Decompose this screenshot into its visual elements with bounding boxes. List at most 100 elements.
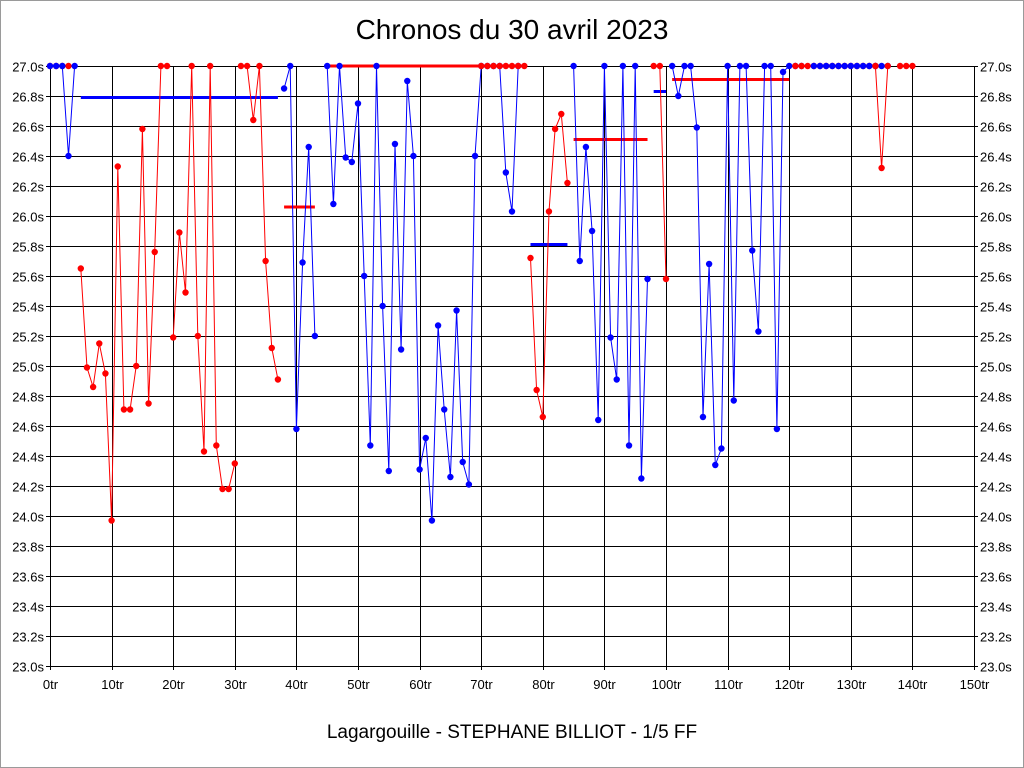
blue-data-point <box>595 416 602 424</box>
blue-data-point <box>502 169 510 176</box>
y-tick-label-left: 23.6s <box>12 570 44 585</box>
red-data-point <box>496 62 503 70</box>
y-tick-label-left: 24.0s <box>12 510 44 525</box>
x-tick-label: 90tr <box>593 677 616 692</box>
y-tick-label-left: 26.2s <box>12 180 44 195</box>
red-data-point <box>151 248 158 256</box>
y-tick-label-left: 23.0s <box>12 660 44 675</box>
blue-data-point <box>385 467 392 475</box>
y-tick-label-right: 24.4s <box>980 450 1012 465</box>
y-tick-label-right: 23.2s <box>980 630 1012 645</box>
blue-data-point <box>730 397 737 404</box>
blue-data-point <box>465 481 473 488</box>
x-tick-label: 80tr <box>532 677 555 692</box>
red-data-point <box>539 413 546 421</box>
red-data-point <box>170 334 177 341</box>
y-tick-label-right: 26.4s <box>980 150 1012 165</box>
x-tick-label: 70tr <box>470 677 493 692</box>
red-series-line <box>653 65 667 280</box>
blue-data-point <box>742 62 750 70</box>
blue-data-point <box>773 425 781 433</box>
blue-series-line <box>283 65 316 430</box>
blue-data-point <box>471 152 479 160</box>
red-data-point <box>145 400 152 407</box>
y-tick-label-right: 26.0s <box>980 210 1012 225</box>
blue-data-point <box>761 62 768 70</box>
red-data-point <box>798 62 805 70</box>
blue-data-point <box>305 143 312 151</box>
red-data-point <box>250 116 257 124</box>
red-data-point <box>194 332 202 340</box>
y-tick-label-left: 24.8s <box>12 390 44 405</box>
y-tick-label-right: 23.6s <box>980 570 1012 585</box>
y-tick-label-right: 26.6s <box>980 120 1012 135</box>
red-data-point <box>89 383 97 391</box>
red-data-point <box>884 62 891 70</box>
blue-data-point <box>287 62 294 70</box>
blue-data-point <box>699 413 707 421</box>
blue-data-point <box>570 62 577 70</box>
blue-data-point <box>687 62 694 70</box>
blue-data-point <box>822 62 830 70</box>
blue-data-point <box>441 406 448 413</box>
red-data-point <box>650 62 657 70</box>
blue-data-point <box>705 260 713 268</box>
blue-data-point <box>422 434 429 442</box>
blue-data-point <box>330 200 337 208</box>
red-data-point <box>262 257 269 265</box>
red-data-point <box>514 62 522 70</box>
red-data-point <box>108 517 115 524</box>
blue-data-point <box>367 442 374 449</box>
chart-subtitle: Lagargouille - STEPHANE BILLIOT - 1/5 FF <box>326 722 698 743</box>
blue-data-point <box>835 62 842 70</box>
red-series-line <box>80 65 167 521</box>
y-tick-label-right: 23.0s <box>980 660 1012 675</box>
blue-series-line <box>326 65 519 521</box>
x-tick-label: 100tr <box>652 677 682 692</box>
blue-data-point <box>453 307 460 314</box>
y-tick-label-left: 23.8s <box>12 540 44 555</box>
blue-data-point <box>459 458 466 466</box>
blue-data-point <box>755 328 762 335</box>
y-tick-label-right: 23.4s <box>980 600 1012 615</box>
red-data-point <box>243 62 251 70</box>
x-tick-label: 20tr <box>162 677 185 692</box>
blue-data-point <box>391 140 399 148</box>
blue-data-point <box>373 62 380 70</box>
blue-data-point <box>434 322 442 329</box>
blue-data-point <box>749 247 756 254</box>
red-data-point <box>77 265 85 272</box>
x-tick-label: 150tr <box>960 677 990 692</box>
red-data-point <box>878 164 885 172</box>
red-data-point <box>65 62 72 70</box>
red-data-point <box>274 376 282 383</box>
y-tick-label-left: 27.0s <box>12 60 44 75</box>
blue-series-line <box>671 65 802 466</box>
red-data-point <box>182 289 189 296</box>
blue-data-point <box>416 466 423 473</box>
chart-title: Chronos du 30 avril 2023 <box>355 14 669 45</box>
y-tick-label-left: 26.4s <box>12 150 44 165</box>
blue-data-point <box>588 227 596 235</box>
red-data-point <box>268 344 275 352</box>
blue-data-point <box>718 445 725 452</box>
x-tick-label: 110tr <box>714 677 743 692</box>
red-data-point <box>545 208 553 215</box>
blue-data-point <box>379 302 386 310</box>
y-tick-label-left: 25.4s <box>12 300 44 315</box>
red-data-point <box>527 254 534 262</box>
red-data-point <box>120 406 128 413</box>
blue-data-point <box>311 332 319 340</box>
y-tick-label-left: 25.8s <box>12 240 44 255</box>
y-tick-label-right: 27.0s <box>980 60 1012 75</box>
y-tick-label-left: 25.6s <box>12 270 44 285</box>
y-tick-label-left: 24.2s <box>12 480 44 495</box>
blue-data-point <box>410 152 417 160</box>
y-tick-label-right: 23.8s <box>980 540 1012 555</box>
x-tick-label: 40tr <box>285 677 308 692</box>
red-data-point <box>102 370 109 377</box>
blue-data-point <box>508 208 516 215</box>
x-tick-label: 0tr <box>43 677 59 692</box>
blue-data-point <box>736 62 744 70</box>
